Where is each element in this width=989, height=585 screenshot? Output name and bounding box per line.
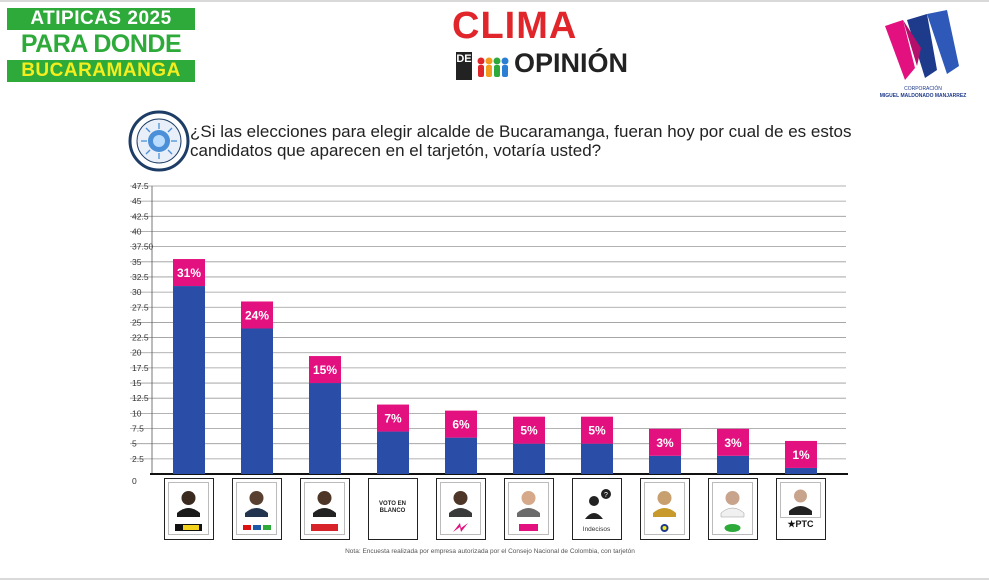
y-tick-label: 25 (132, 317, 142, 327)
candidate-card-9 (708, 478, 758, 540)
value-label-box (785, 440, 817, 468)
value-label: 3% (656, 436, 674, 450)
y-tick-label: 35 (132, 257, 142, 267)
top-border (0, 0, 989, 2)
value-label: 24% (245, 308, 269, 322)
brand-line-3: BUCARAMANGA (7, 60, 195, 82)
bar (717, 455, 749, 474)
corporacion-mark-icon (885, 10, 959, 80)
bar (445, 437, 477, 474)
candidate-photo-8 (644, 482, 685, 535)
undecided-text: Indecisos (582, 526, 611, 533)
y-tick-label: 22.5 (132, 333, 149, 343)
candidate-card-5 (436, 478, 486, 540)
candidate-card-1 (164, 478, 214, 540)
value-label: 15% (313, 363, 337, 377)
y-tick-label: 42.5 (132, 211, 149, 221)
y-tick-label: 10 (132, 408, 142, 418)
value-label-box (717, 428, 749, 456)
clima-de-opinion-logo: CLIMA DE OPINIÓN (452, 5, 628, 80)
brand-line-1: ATIPICAS 2025 (7, 8, 195, 30)
candidate-card-2 (232, 478, 282, 540)
bar (785, 467, 817, 474)
candidate-photo-2 (236, 482, 277, 535)
value-label-box (445, 410, 477, 438)
blank-vote-card: VOTO EN BLANCO (368, 478, 418, 540)
clima-de-text: DE (456, 53, 472, 65)
y-tick-label: 47.5 (132, 181, 149, 191)
globe-icon (128, 110, 190, 172)
value-label-box (377, 404, 409, 432)
value-label: 3% (724, 436, 742, 450)
survey-note: Nota: Encuesta realizada por empresa aut… (345, 548, 635, 555)
candidate-card-8 (640, 478, 690, 540)
y-tick-label: 0 (132, 476, 137, 486)
bottom-border (0, 578, 989, 580)
candidate-photo-9 (712, 482, 753, 535)
value-label-box (513, 416, 545, 444)
candidate-photo-10 (780, 482, 821, 518)
value-label-box (309, 356, 341, 384)
people-icon (477, 57, 509, 77)
candidate-card-10: ★PTC (776, 478, 826, 540)
ptc-party-logo: ★PTC (787, 519, 814, 529)
corporacion-logo: CORPORACIÓN MIGUEL MALDONADO MANJARREZ (877, 8, 969, 99)
bar (513, 443, 545, 474)
survey-question: ¿Si las elecciones para elegir alcalde d… (190, 122, 852, 160)
clima-de-block: DE (456, 52, 472, 80)
value-label-box (581, 416, 613, 444)
y-tick-label: 7.5 (132, 424, 144, 434)
value-label: 1% (792, 448, 810, 462)
y-tick-label: 12.5 (132, 393, 149, 403)
undecided-person-icon: ? (585, 489, 611, 519)
y-tick-label: 5 (132, 439, 137, 449)
value-label: 7% (384, 412, 402, 426)
y-tick-label: 15 (132, 378, 142, 388)
y-tick-label: 2.5 (132, 454, 144, 464)
bar (173, 286, 205, 474)
y-tick-label: 45 (132, 196, 142, 206)
bar (377, 431, 409, 474)
value-label-box (649, 428, 681, 456)
clima-word: CLIMA (452, 5, 578, 47)
bar (581, 443, 613, 474)
y-tick-label: 17.5 (132, 363, 149, 373)
svg-text:?: ? (604, 492, 608, 499)
bar (309, 383, 341, 474)
value-label-box (173, 259, 205, 287)
y-tick-label: 20 (132, 348, 142, 358)
y-tick-label: 37.50 (132, 242, 154, 252)
candidate-card-6 (504, 478, 554, 540)
value-label: 6% (452, 418, 470, 432)
y-tick-label: 27.5 (132, 302, 149, 312)
candidate-photo-5 (440, 482, 481, 535)
candidate-photo-3 (304, 482, 345, 535)
candidate-photo-1 (168, 482, 209, 535)
candidate-card-3 (300, 478, 350, 540)
value-label: 5% (588, 424, 606, 438)
candidate-photo-6 (508, 482, 549, 535)
y-tick-label: 40 (132, 226, 142, 236)
corp-line-1: CORPORACIÓN (904, 86, 942, 92)
opinion-word: OPINIÓN (514, 48, 629, 78)
blank-vote-text: VOTO EN BLANCO (379, 501, 406, 514)
value-label-box (241, 301, 273, 329)
value-label: 31% (177, 266, 201, 280)
atipicas-logo: ATIPICAS 2025 PARA DONDE VA BUCARAMANGA (7, 8, 195, 83)
y-tick-label: 32.5 (132, 272, 149, 282)
y-tick-label: 30 (132, 287, 142, 297)
bar (649, 455, 681, 474)
corp-line-2: MIGUEL MALDONADO MANJARREZ (879, 93, 967, 99)
undecided-card: ? Indecisos (572, 478, 622, 540)
value-label: 5% (520, 424, 538, 438)
bar (241, 328, 273, 474)
